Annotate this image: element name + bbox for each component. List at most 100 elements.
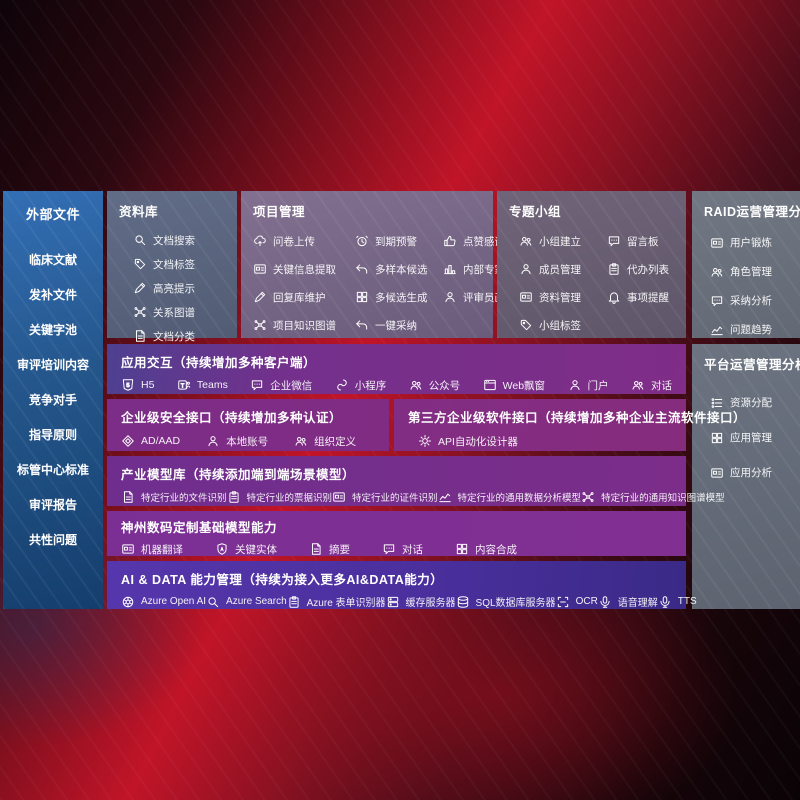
panel-title: 平台运营管理分析 xyxy=(704,358,800,372)
feature-item[interactable]: 语音理解 xyxy=(598,594,658,609)
feature-item[interactable]: 采纳分析 xyxy=(710,286,800,315)
feature-item[interactable]: H5 xyxy=(121,378,154,392)
feature-item[interactable]: 问题趋势 xyxy=(710,315,800,344)
feature-item[interactable]: AD/AAD xyxy=(121,434,180,448)
feature-item[interactable]: 关键实体 xyxy=(215,542,277,557)
feature-item[interactable]: 对话 xyxy=(631,378,672,393)
reply-icon xyxy=(355,262,369,276)
feature-item[interactable]: 摘要 xyxy=(309,542,350,557)
feature-item[interactable]: 到期预警 xyxy=(355,234,443,249)
chat-icon xyxy=(382,542,396,556)
feature-item[interactable]: 多候选生成 xyxy=(355,290,443,305)
feature-item[interactable]: 资料管理 xyxy=(519,290,607,305)
feature-item[interactable]: 特定行业的通用知识图谱模型 xyxy=(581,490,725,504)
feature-item[interactable]: 竞争对手 xyxy=(3,382,103,417)
feature-item[interactable]: 门户 xyxy=(568,378,609,393)
feature-item[interactable]: 特定行业的证件识别 xyxy=(332,490,438,504)
feature-label: 特定行业的通用数据分析模型 xyxy=(457,493,582,504)
feature-item[interactable]: 内容合成 xyxy=(455,542,517,557)
feature-item[interactable]: 指导原则 xyxy=(3,417,103,452)
feature-item[interactable]: 应用分析 xyxy=(710,455,800,490)
feature-item[interactable]: 关键信息提取 xyxy=(253,262,355,277)
thumb-icon xyxy=(443,234,457,248)
feature-item[interactable]: Azure Search xyxy=(206,595,287,609)
feature-item[interactable]: 一键采纳 xyxy=(355,318,443,333)
feature-item[interactable]: 问卷上传 xyxy=(253,234,355,249)
external-files-panel: 外部文件 临床文献 发补文件 关键字池 审评培训内容 竞争对手 指导原则 标管中心标准 审评报… xyxy=(3,191,103,609)
feature-item[interactable]: 审评培训内容 xyxy=(3,347,103,382)
feature-item[interactable]: 特定行业的文件识别 xyxy=(121,490,227,504)
feature-item[interactable]: 关系图谱 xyxy=(133,300,237,324)
feature-label: 一键采纳 xyxy=(375,319,417,332)
feature-item[interactable]: 留言板 xyxy=(607,234,686,249)
feature-label: 小程序 xyxy=(354,379,387,392)
feature-item[interactable]: 用户锻炼 xyxy=(710,228,800,257)
feature-item[interactable]: 文档标签 xyxy=(133,252,237,276)
feature-item[interactable]: 对话 xyxy=(382,542,423,557)
feature-item[interactable]: 企业微信 xyxy=(250,378,312,393)
feature-item[interactable]: TTS xyxy=(658,595,697,609)
feature-item[interactable]: 应用管理 xyxy=(710,420,800,455)
feature-item[interactable]: 共性问题 xyxy=(3,522,103,557)
feature-item[interactable]: 文档分类 xyxy=(133,324,237,348)
feature-item[interactable]: 小组建立 xyxy=(519,234,607,249)
feature-item[interactable]: 代办列表 xyxy=(607,262,686,277)
feature-item[interactable]: Web飘窗 xyxy=(483,378,545,393)
feature-item[interactable]: 公众号 xyxy=(409,378,460,393)
feature-item[interactable]: 特定行业的票据识别 xyxy=(227,490,332,504)
project-feature-grid: 问卷上传 到期预警 点赞感谢 关键信息提取 多样本候选 内部专家排名 回复库维护 多候选生成评… xyxy=(241,227,526,339)
feature-item[interactable]: Teams xyxy=(177,378,228,392)
panel-title: 项目管理 xyxy=(253,205,306,219)
teams-icon xyxy=(177,378,191,392)
panel-title: 资料库 xyxy=(119,205,159,219)
people-icon xyxy=(519,234,533,248)
feature-item[interactable]: 多样本候选 xyxy=(355,262,443,277)
feature-item[interactable]: Azure 表单识别器 xyxy=(287,594,386,609)
feature-label: Azure Open AI xyxy=(141,596,207,607)
clipboard-icon xyxy=(227,490,241,504)
card-icon xyxy=(710,466,724,480)
feature-label: 临床文献 xyxy=(28,253,77,267)
server-icon xyxy=(386,595,400,609)
feature-item[interactable]: Azure Open AI xyxy=(121,595,206,609)
feature-item[interactable]: SQL数据库服务器 xyxy=(456,594,556,609)
feature-item[interactable]: 组织定义 xyxy=(294,434,356,449)
feature-item[interactable]: API自动化设计器 xyxy=(418,434,518,449)
feature-label: 回复库维护 xyxy=(273,291,326,304)
feature-item[interactable]: 关键字池 xyxy=(3,312,103,347)
ocr-icon xyxy=(556,595,570,609)
feature-item[interactable]: 发补文件 xyxy=(3,277,103,312)
feature-item[interactable]: 角色管理 xyxy=(710,257,800,286)
feature-label: 资源分配 xyxy=(730,397,772,409)
feature-item[interactable]: 小程序 xyxy=(335,378,387,393)
feature-item[interactable]: 标管中心标准 xyxy=(3,452,103,487)
tag-icon xyxy=(133,257,147,271)
feature-item[interactable]: 文档搜索 xyxy=(133,228,237,252)
feature-item[interactable]: 资源分配 xyxy=(710,385,800,420)
feature-item[interactable]: 高亮提示 xyxy=(133,276,237,300)
feature-item[interactable]: 事项提醒 xyxy=(607,290,686,305)
feature-item[interactable]: 回复库维护 xyxy=(253,290,355,305)
feature-label: 应用分析 xyxy=(730,467,772,479)
feature-item[interactable]: 小组标签 xyxy=(519,318,607,333)
feature-item[interactable]: OCR xyxy=(556,595,598,609)
feature-item[interactable]: 成员管理 xyxy=(519,262,607,277)
feature-label: 问题趋势 xyxy=(730,324,772,336)
feature-label: 组织定义 xyxy=(314,435,357,448)
swirl-icon xyxy=(121,595,135,609)
feature-item[interactable]: 临床文献 xyxy=(3,242,103,277)
feature-item[interactable]: 特定行业的通用数据分析模型 xyxy=(438,490,582,504)
people-icon xyxy=(710,265,724,279)
feature-item[interactable]: 项目知识图谱 xyxy=(253,318,355,333)
feature-label: 点赞感谢 xyxy=(463,235,505,248)
raid-feature-list: 用户锻炼 角色管理 采纳分析问题趋势 xyxy=(710,228,800,344)
feature-label: 企业微信 xyxy=(270,379,313,392)
feature-item[interactable]: 点赞感谢 xyxy=(443,234,526,249)
feature-label: 门户 xyxy=(587,379,609,392)
feature-item[interactable]: 机器翻译 xyxy=(121,542,183,557)
feature-item[interactable]: 审评报告 xyxy=(3,487,103,522)
feature-item[interactable]: 缓存服务器 xyxy=(386,594,456,609)
chat-icon xyxy=(250,378,264,392)
feature-item[interactable]: 本地账号 xyxy=(206,434,268,449)
